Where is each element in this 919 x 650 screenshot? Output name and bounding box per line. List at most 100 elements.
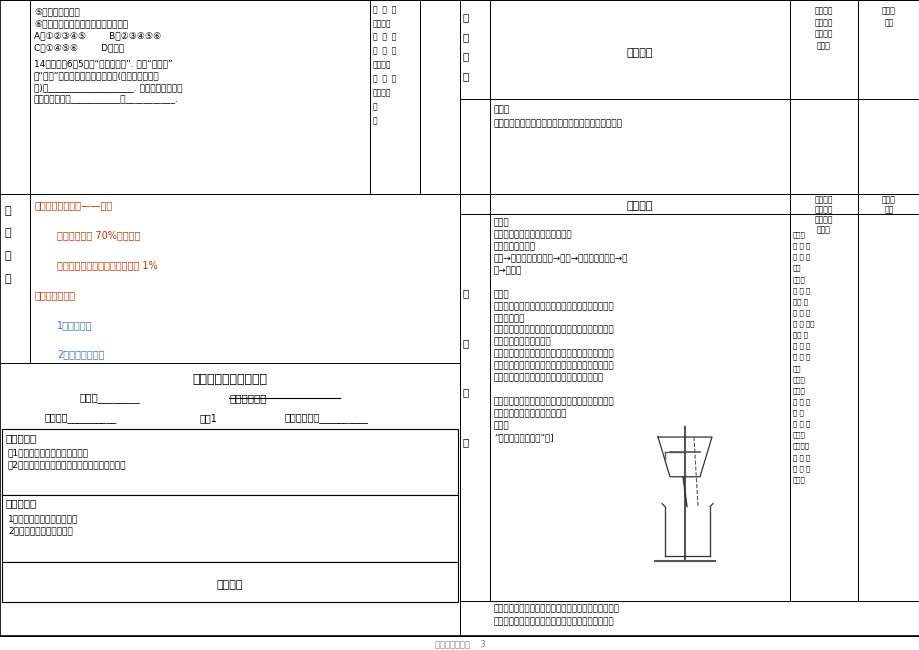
Text: 紧靠玻: 紧靠玻: [792, 432, 805, 438]
Text: 导及方法: 导及方法: [814, 30, 833, 39]
Text: 净水过程或方法：: 净水过程或方法：: [494, 242, 536, 252]
Text: 将不溢于液体的固体和液体分开的方法叫过滤（类似: 将不溢于液体的固体和液体分开的方法叫过滤（类似: [494, 397, 614, 406]
Text: 水: 水: [372, 116, 377, 125]
Text: 教师复: 教师复: [881, 196, 895, 205]
Text: 导: 导: [462, 387, 469, 397]
Text: 14、每年的6月5日为“世界环境日”. 作为“地球村”: 14、每年的6月5日为“世界环境日”. 作为“地球村”: [34, 60, 173, 69]
Text: 课题水的净化: 课题水的净化: [230, 393, 267, 404]
Text: 重要自然资源有___________和___________.: 重要自然资源有___________和___________.: [34, 96, 178, 105]
Text: 重、难点：: 重、难点：: [6, 499, 37, 508]
Text: 组长审核签字__________: 组长审核签字__________: [285, 413, 369, 423]
Text: 三靠：: 三靠：: [792, 376, 805, 383]
Text: 可加入明矾，它溢于水后生成的胶状物能吸附水中的: 可加入明矾，它溢于水后生成的胶状物能吸附水中的: [494, 361, 614, 370]
Text: 含  磷  洗: 含 磷 洗: [372, 75, 396, 83]
Text: 注意：: 注意：: [494, 421, 509, 430]
Text: 一贴：: 一贴：: [792, 231, 805, 238]
Text: 归纳）: 归纳）: [816, 226, 830, 235]
Text: 识)：___________________. 人类须臾离不开的: 识)：___________________. 人类须臾离不开的: [34, 83, 182, 92]
Text: 检: 检: [462, 51, 469, 62]
Text: 层处。: 层处。: [792, 476, 805, 483]
Bar: [2, 495, 458, 562]
Text: 贴 漏 斗: 贴 漏 斗: [792, 254, 810, 260]
Text: 教师部分: 教师部分: [814, 6, 833, 15]
Text: 从水库取出来的水中有泥沙等不溢性的杂质，还有可: 从水库取出来的水中有泥沙等不溢性的杂质，还有可: [494, 302, 614, 311]
Text: 2、防止水体污染: 2、防止水体污染: [57, 350, 104, 359]
Text: 低 于 漏: 低 于 漏: [792, 309, 810, 316]
Text: 壁；: 壁；: [792, 265, 800, 272]
Bar: [2, 562, 458, 602]
Text: ⑤提倡节约用水；: ⑤提倡节约用水；: [34, 8, 80, 17]
Text: 导学过程: 导学过程: [217, 580, 243, 590]
Text: 靠 在 三: 靠 在 三: [792, 465, 810, 472]
Text: 教师部分: 教师部分: [814, 196, 833, 205]
Text: 1、节约用水: 1、节约用水: [57, 320, 93, 330]
Text: 有限性：可利用的淡水资源不足 1%: 有限性：可利用的淡水资源不足 1%: [57, 260, 157, 270]
Text: 滤 纸 的: 滤 纸 的: [792, 287, 810, 294]
Text: 思考：: 思考：: [494, 105, 509, 114]
Text: 书: 书: [5, 228, 12, 239]
Text: 教师复: 教师复: [881, 6, 895, 15]
Text: 自来水厂净化水的短片，并总结：: 自来水厂净化水的短片，并总结：: [494, 231, 573, 239]
Bar: [2, 429, 458, 495]
Text: 边缘 要: 边缘 要: [792, 298, 807, 305]
Text: 中: 中: [462, 338, 469, 348]
Text: 取水→（加絮凝剂）沉淠→过滤→（活性炭）吸附→消: 取水→（加絮凝剂）沉淠→过滤→（活性炭）吸附→消: [494, 254, 628, 263]
Text: 水  中  乱: 水 中 乱: [372, 32, 396, 42]
Text: （2）、了解吸附、沉淠、蒸馏等净化水的方法。: （2）、了解吸附、沉淠、蒸馏等净化水的方法。: [8, 460, 127, 469]
Text: 此时，大的颗粒沉淠比较快，小的颗粒沉淠比较慢；: 此时，大的颗粒沉淠比较快，小的颗粒沉淠比较慢；: [494, 350, 614, 359]
Text: 的“村民”，你保护水资源的行动是(与化学有关的知: 的“村民”，你保护水资源的行动是(与化学有关的知: [34, 72, 160, 81]
Text: C、①④⑤⑥        D、全部: C、①④⑤⑥ D、全部: [34, 44, 124, 53]
Text: 八年级化学学科导学案: 八年级化学学科导学案: [192, 374, 267, 387]
Text: 测: 测: [462, 72, 469, 81]
Text: 课: 课: [462, 12, 469, 22]
Text: 二、爱护水资源: 二、爱护水资源: [35, 290, 76, 300]
Text: 初中化学导学案    3: 初中化学导学案 3: [434, 640, 485, 649]
Text: 加入活性炭（具有较强的吸附性），不仅能除去水中不: 加入活性炭（具有较强的吸附性），不仅能除去水中不: [494, 604, 619, 613]
Text: 缘；: 缘；: [792, 365, 800, 372]
Text: 一、水资源的分布——不均: 一、水资源的分布——不均: [35, 201, 113, 211]
Text: 杯 内: 杯 内: [792, 410, 803, 416]
Text: A、①②③④⑤        B、②③④⑤⑥: A、①②③④⑤ B、②③④⑤⑥: [34, 32, 161, 41]
Text: 二低：: 二低：: [792, 276, 805, 283]
Text: 前: 前: [462, 32, 469, 42]
Text: （学法指: （学法指: [814, 205, 833, 214]
Text: 悬浮物，加快悬浮物的沉淠速度（吸附沉淠）。: 悬浮物，加快悬浮物的沉淠速度（吸附沉淠）。: [494, 374, 604, 382]
Text: 1、了解硬水和软水的区别；: 1、了解硬水和软水的区别；: [8, 515, 78, 523]
Text: 最简单的使水变澄清方法就是静置（一段时间后水会: 最简单的使水变澄清方法就是静置（一段时间后水会: [494, 326, 614, 335]
Text: 斗 边 缘；: 斗 边 缘；: [792, 320, 813, 327]
Text: 2、掌握过滤等实验技能。: 2、掌握过滤等实验技能。: [8, 526, 73, 536]
Text: 扔  废  弃: 扔 废 弃: [372, 47, 396, 56]
Text: 归纳）: 归纳）: [816, 42, 830, 51]
Text: 衣粉等、: 衣粉等、: [372, 88, 391, 98]
Text: 渔网打鱼、用漏勺捩饺子等）。: 渔网打鱼、用漏勺捩饺子等）。: [494, 410, 567, 418]
Text: 低 于 滤: 低 于 滤: [792, 343, 810, 349]
Text: （学法指: （学法指: [814, 18, 833, 27]
Text: 烧 杯 要: 烧 杯 要: [792, 421, 810, 427]
Text: （1）、了解硬水和软水的区别；: （1）、了解硬水和软水的区别；: [8, 448, 89, 457]
Text: 学生部分: 学生部分: [626, 47, 652, 58]
Text: 板: 板: [5, 205, 12, 216]
Text: 学: 学: [462, 437, 469, 447]
Text: 计: 计: [5, 274, 12, 284]
Text: 导及方法: 导及方法: [814, 216, 833, 224]
Text: 溢性的杂质。: 溢性的杂质。: [494, 314, 525, 323]
Text: “一贴、二低、三靠”。]: “一贴、二低、三靠”。]: [494, 433, 553, 442]
Text: 纸 的 边: 纸 的 边: [792, 354, 810, 360]
Text: 设: 设: [5, 252, 12, 261]
Text: 丰富性：地球 70%被水覆盖: 丰富性：地球 70%被水覆盖: [57, 231, 141, 240]
Text: ⑥禁用含碗洗衣粉，能改善太湖水质。: ⑥禁用含碗洗衣粉，能改善太湖水质。: [34, 20, 128, 29]
Text: 毒→配水。: 毒→配水。: [494, 266, 522, 275]
Text: 观看：: 观看：: [494, 218, 509, 227]
Text: 变清，此时静置沉淠）。: 变清，此时静置沉淠）。: [494, 338, 551, 346]
Text: 备栏: 备栏: [883, 205, 892, 214]
Text: 口端靠: 口端靠: [792, 387, 805, 394]
Text: 水，不向: 水，不向: [372, 19, 391, 28]
Text: 滤 纸 紧: 滤 纸 紧: [792, 242, 810, 249]
Text: 斗 下 靠: 斗 下 靠: [792, 398, 810, 405]
Text: 学习目标：: 学习目标：: [6, 433, 37, 443]
Text: 了解：: 了解：: [494, 290, 509, 299]
Text: 学生部分: 学生部分: [626, 201, 652, 211]
Text: 授课时间__________: 授课时间__________: [45, 413, 117, 423]
Text: 如何将一杯被污染的、非常浑浊的水变得清澄透明呢？: 如何将一杯被污染的、非常浑浊的水变得清澄透明呢？: [494, 119, 622, 128]
Text: 备栏: 备栏: [883, 18, 892, 27]
